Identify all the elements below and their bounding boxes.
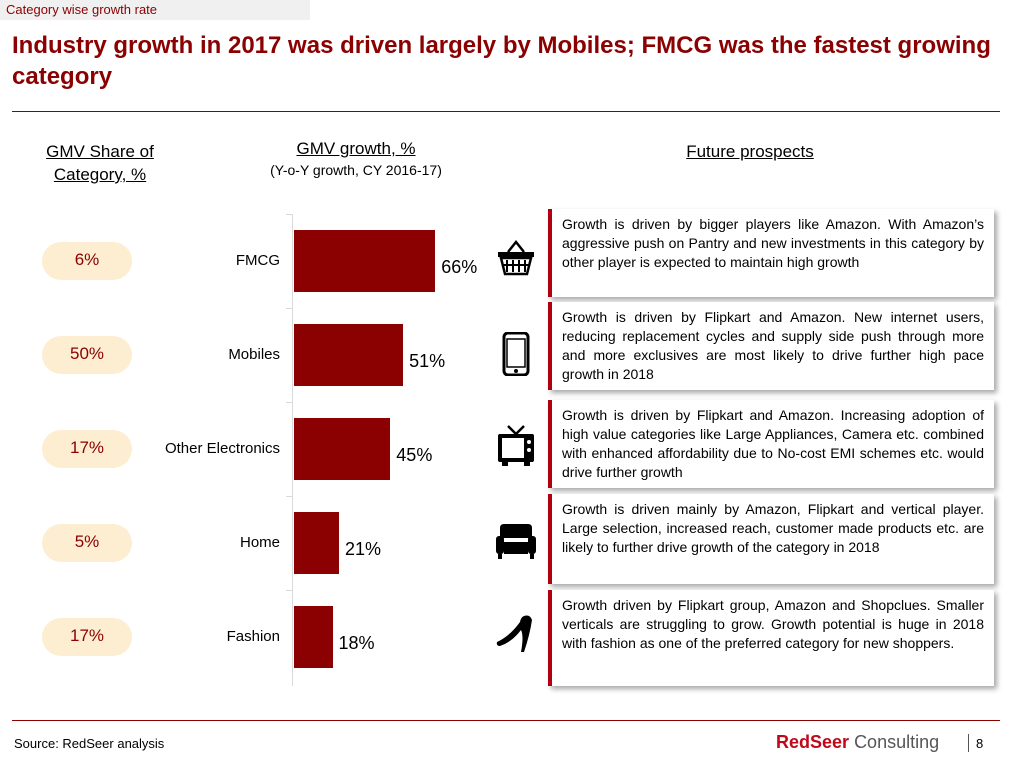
axis-tick [286, 308, 293, 309]
axis-tick [286, 496, 293, 497]
television-icon [494, 424, 538, 468]
gmv-share-badge: 5% [42, 524, 132, 562]
category-label: Mobiles [228, 346, 280, 363]
bar-value-label: 18% [338, 633, 375, 653]
growth-header-text: GMV growth, % [296, 139, 416, 158]
title-divider [12, 111, 1000, 112]
prospects-header-text: Future prospects [686, 142, 814, 161]
bar-value-label: 51% [409, 351, 446, 371]
axis-tick [286, 214, 293, 215]
category-label: FMCG [235, 252, 280, 269]
category-label: Home [239, 534, 280, 551]
share-header-text: GMV Share of Category, % [46, 142, 154, 184]
growth-header: GMV growth, % (Y-o-Y growth, CY 2016-17) [226, 137, 486, 180]
bar-value-label: 45% [396, 445, 433, 465]
gmv-share-badge: 17% [42, 618, 132, 656]
redseer-logo: RedSeer Consulting [776, 732, 939, 753]
prospects-header: Future prospects [640, 140, 860, 163]
logo-red-text: RedSeer [776, 732, 850, 752]
axis-tick [286, 590, 293, 591]
shopping-basket-icon [494, 236, 538, 280]
page-title: Industry growth in 2017 was driven large… [12, 32, 991, 90]
section-tag: Category wise growth rate [0, 0, 310, 20]
prospect-box: Growth is driven by Flipkart and Amazon.… [548, 302, 994, 390]
prospect-box: Growth is driven by bigger players like … [548, 209, 994, 297]
mobile-phone-icon [494, 331, 538, 377]
logo-grey-text: Consulting [854, 732, 940, 752]
growth-bar [294, 418, 391, 480]
growth-bar [294, 606, 333, 668]
footer-divider [12, 720, 1000, 721]
axis-tick [286, 402, 293, 403]
category-label: Other Electronics [164, 440, 280, 457]
prospect-box: Growth is driven mainly by Amazon, Flipk… [548, 494, 994, 584]
chart-axis [292, 214, 293, 686]
gmv-share-badge: 17% [42, 430, 132, 468]
growth-bar [294, 230, 436, 292]
source-note: Source: RedSeer analysis [14, 736, 165, 751]
growth-header-subtitle: (Y-o-Y growth, CY 2016-17) [270, 162, 442, 178]
bar-value-label: 21% [344, 539, 381, 559]
gmv-share-badge: 50% [42, 336, 132, 374]
armchair-icon [494, 518, 538, 562]
page-number: 8 [976, 736, 984, 751]
gmv-share-badge: 6% [42, 242, 132, 280]
growth-bar [294, 324, 404, 386]
category-label: Fashion [226, 628, 280, 645]
share-header: GMV Share of Category, % [20, 140, 180, 186]
bar-value-label: 66% [441, 257, 478, 277]
high-heel-icon [494, 612, 538, 656]
prospect-box: Growth driven by Flipkart group, Amazon … [548, 590, 994, 686]
prospect-box: Growth is driven by Flipkart and Amazon.… [548, 400, 994, 488]
growth-bar [294, 512, 339, 574]
page-separator [968, 734, 969, 752]
